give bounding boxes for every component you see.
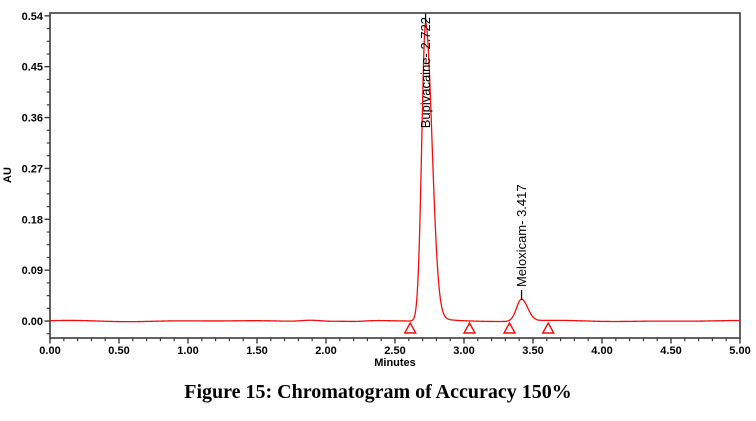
y-tick-label: 0.27	[22, 163, 43, 175]
x-tick-label: 3.50	[522, 345, 543, 357]
peak-label-meloxicam: Meloxicam- 3.417	[514, 184, 529, 287]
trace-line	[49, 22, 741, 323]
x-tick-label: 2.50	[384, 345, 405, 357]
x-tick-label: 4.50	[660, 345, 681, 357]
x-tick-label: 1.00	[177, 345, 198, 357]
x-axis-title: Minutes	[374, 357, 416, 369]
y-axis-title: AU	[2, 167, 14, 183]
y-tick-label: 0.18	[22, 214, 43, 226]
chromatogram-plot: Minutes AU 0.00 0.50 1.00 1.50 2.00 2.50 3.00 3…	[2, 11, 751, 369]
peak-label-bupivacaine: Bupivacaine- 2.722	[418, 17, 433, 128]
x-tick-label: 0.50	[108, 345, 129, 357]
figure-caption: Figure 15: Chromatogram of Accuracy 150%	[184, 381, 572, 403]
y-tick-label: 0.09	[22, 265, 43, 277]
y-tick-label: 0.36	[22, 113, 43, 125]
x-tick-label: 3.00	[453, 345, 474, 357]
y-tick-label: 0.54	[22, 11, 44, 23]
y-tick-label: 0.00	[22, 316, 43, 328]
integration-marker	[502, 321, 517, 334]
x-tick-label: 5.00	[729, 345, 750, 357]
x-tick-label: 2.00	[315, 345, 336, 357]
plot-frame	[49, 12, 741, 339]
x-tick-label: 0.00	[39, 345, 60, 357]
y-tick-label: 0.45	[22, 62, 43, 74]
integration-marker	[403, 321, 417, 334]
x-tick-label: 1.50	[246, 345, 267, 357]
integration-marker	[541, 321, 555, 334]
integration-marker	[462, 321, 477, 334]
x-tick-label: 4.00	[591, 345, 612, 357]
